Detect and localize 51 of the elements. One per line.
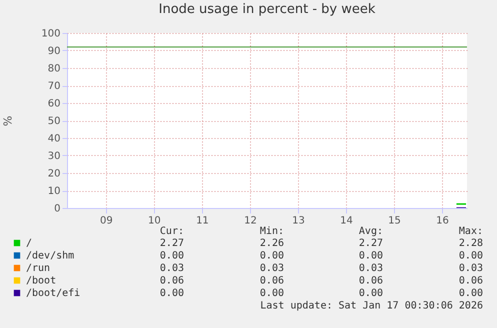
- y-tick-label: 60: [48, 98, 60, 110]
- x-tick-label: 12: [244, 216, 257, 226]
- text: 0.00: [260, 288, 284, 299]
- x-tick-label: 13: [292, 216, 305, 226]
- legend-label: /: [26, 238, 32, 249]
- text: 0.03: [358, 263, 383, 274]
- y-tick-label: 10: [48, 186, 60, 197]
- text: 0.06: [358, 276, 383, 286]
- y-axis-title: %: [1, 116, 14, 126]
- text: 0.00: [458, 288, 483, 299]
- x-tick-label: 15: [388, 216, 401, 226]
- y-tick-label: 100: [41, 28, 60, 40]
- legend-label: /boot: [26, 276, 56, 286]
- legend-label: /boot/efi: [26, 288, 80, 299]
- text: 0.00: [358, 288, 383, 299]
- text: 0.00: [160, 250, 184, 262]
- text: 0.00: [260, 250, 284, 262]
- legend-label: /run: [26, 263, 50, 274]
- x-tick-label: 14: [340, 216, 353, 226]
- y-tick-label: 80: [48, 64, 60, 74]
- text: Min:: [260, 226, 284, 237]
- text: 0.00: [458, 250, 483, 262]
- text: 2.28: [458, 238, 483, 249]
- text: 0.00: [160, 288, 184, 299]
- text: 0.03: [160, 263, 184, 274]
- text: Avg:: [358, 226, 383, 237]
- y-tick-label: 0: [54, 204, 60, 214]
- y-tick-label: 40: [48, 134, 60, 144]
- text: 0.03: [458, 263, 483, 274]
- text: 0.00: [358, 250, 383, 262]
- text: 2.26: [260, 238, 284, 249]
- text: 0.06: [160, 276, 184, 286]
- text: Cur:: [160, 226, 184, 237]
- y-tick-label: 90: [48, 46, 60, 57]
- y-tick-label: 20: [48, 168, 60, 180]
- text: 0.06: [458, 276, 483, 286]
- legend-label: /dev/shm: [26, 250, 74, 262]
- text: 0.03: [260, 263, 284, 274]
- x-tick-label: 09: [100, 216, 113, 226]
- text: Max:: [458, 226, 483, 237]
- y-tick-label: 70: [48, 81, 60, 92]
- text: 0.06: [260, 276, 284, 286]
- text: 2.27: [160, 238, 184, 249]
- y-tick-label: 30: [48, 151, 60, 162]
- x-tick-label: 11: [196, 216, 209, 226]
- chart-title: Inode usage in percent - by week: [158, 2, 376, 17]
- x-tick-label: 16: [436, 216, 449, 226]
- x-tick-label: 10: [148, 216, 161, 226]
- text: Last update: Sat Jan 17 00:30:06 2026: [260, 300, 483, 312]
- text: 2.27: [358, 238, 383, 249]
- y-tick-label: 50: [48, 116, 60, 127]
